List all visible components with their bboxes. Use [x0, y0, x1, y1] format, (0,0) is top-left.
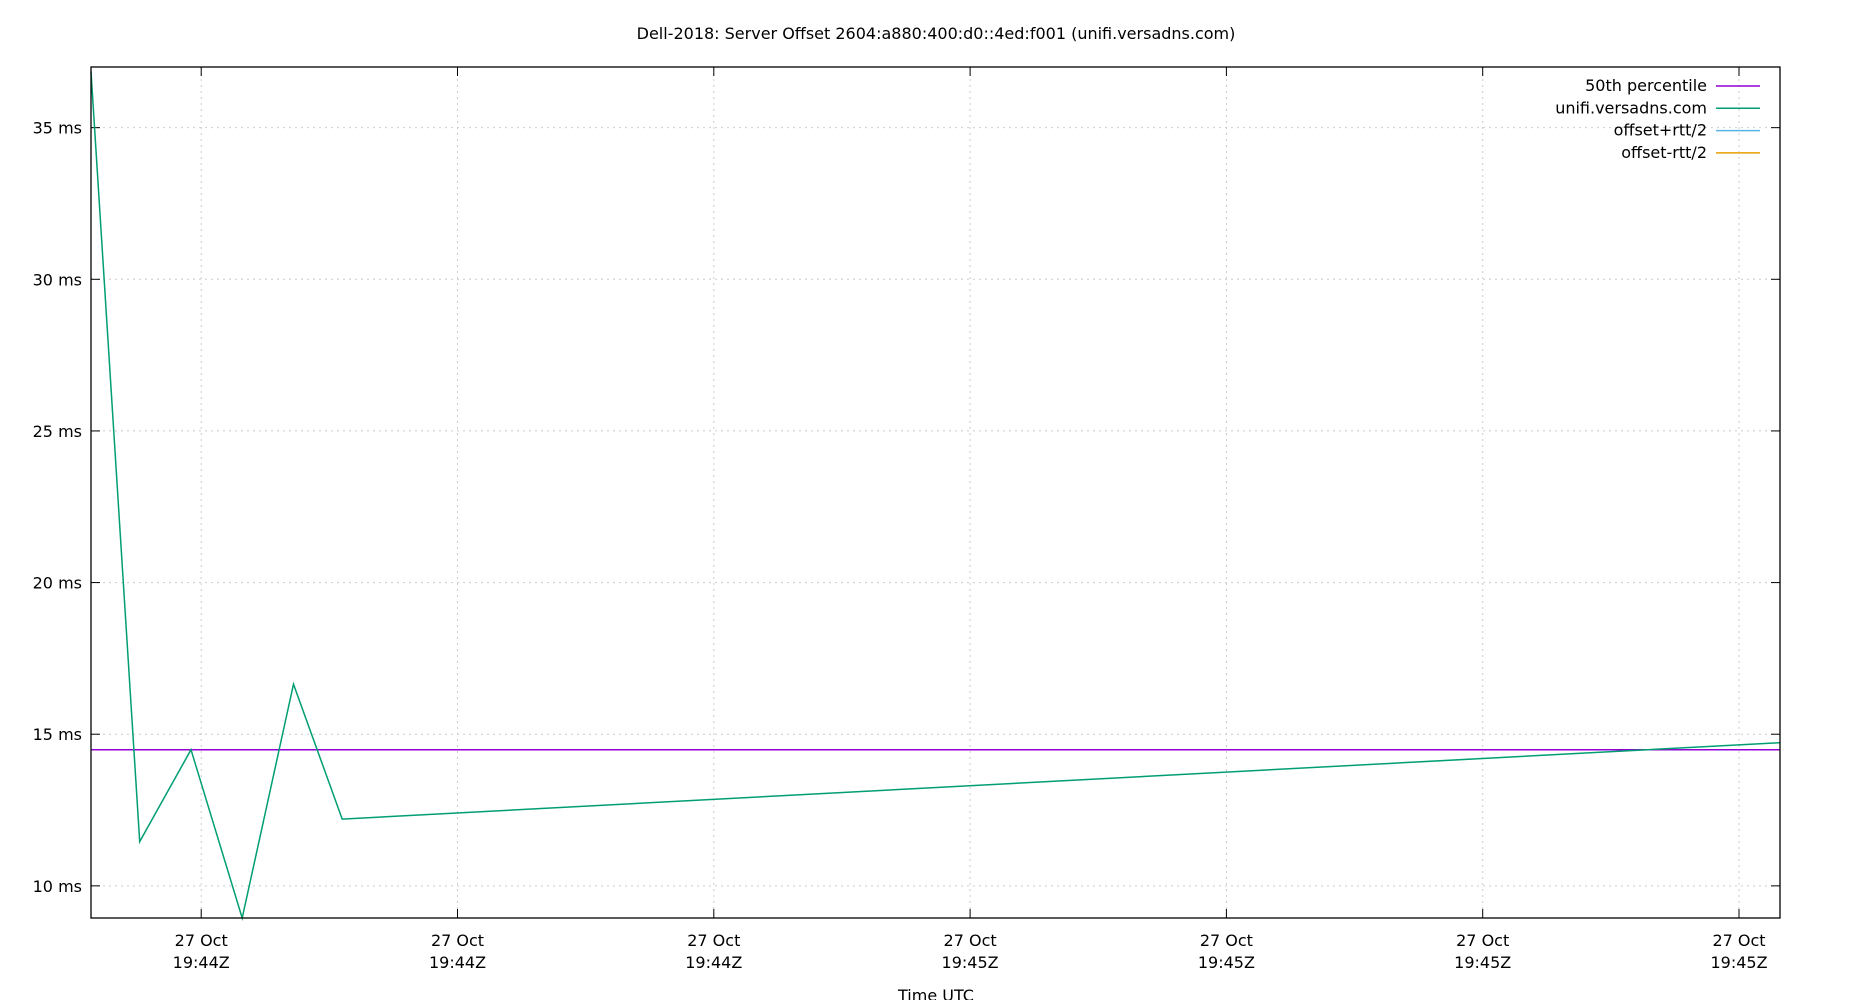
legend-label: offset-rtt/2 — [1621, 143, 1707, 162]
plot-border — [91, 67, 1780, 918]
y-tick-label: 20 ms — [33, 574, 82, 593]
legend-label: unifi.versadns.com — [1555, 98, 1707, 117]
legend: 50th percentile unifi.versadns.com offset+… — [1555, 76, 1760, 162]
y-tick-label: 25 ms — [33, 422, 82, 441]
x-tick-label-time: 19:45Z — [1198, 953, 1255, 972]
x-tick-label-time: 19:44Z — [685, 953, 742, 972]
x-tick-label-date: 27 Oct — [1200, 931, 1253, 950]
legend-label: 50th percentile — [1585, 76, 1707, 95]
x-tick-label-date: 27 Oct — [687, 931, 740, 950]
x-tick-label-time: 19:45Z — [1454, 953, 1511, 972]
x-tick-label-time: 19:44Z — [173, 953, 230, 972]
y-tick-label: 30 ms — [33, 270, 82, 289]
series-layer — [91, 71, 1780, 918]
chart-title: Dell-2018: Server Offset 2604:a880:400:d… — [637, 24, 1236, 43]
x-tick-label-time: 19:45Z — [942, 953, 999, 972]
x-tick-label-date: 27 Oct — [944, 931, 997, 950]
x-tick-label-date: 27 Oct — [1712, 931, 1765, 950]
grid — [91, 67, 1780, 918]
y-tick-label: 35 ms — [33, 119, 82, 138]
y-tick-label: 15 ms — [33, 725, 82, 744]
series-line-1 — [91, 72, 1780, 919]
x-tick-label-date: 27 Oct — [1456, 931, 1509, 950]
x-axis-label: Time UTC — [897, 986, 974, 1000]
x-tick-label-date: 27 Oct — [175, 931, 228, 950]
x-tick-label-time: 19:44Z — [429, 953, 486, 972]
x-tick-label-date: 27 Oct — [431, 931, 484, 950]
legend-label: offset+rtt/2 — [1614, 121, 1707, 140]
x-tick-label-time: 19:45Z — [1710, 953, 1767, 972]
y-axis: 10 ms 15 ms 20 ms 25 ms 30 ms 35 ms — [33, 119, 1780, 896]
y-tick-label: 10 ms — [33, 877, 82, 896]
